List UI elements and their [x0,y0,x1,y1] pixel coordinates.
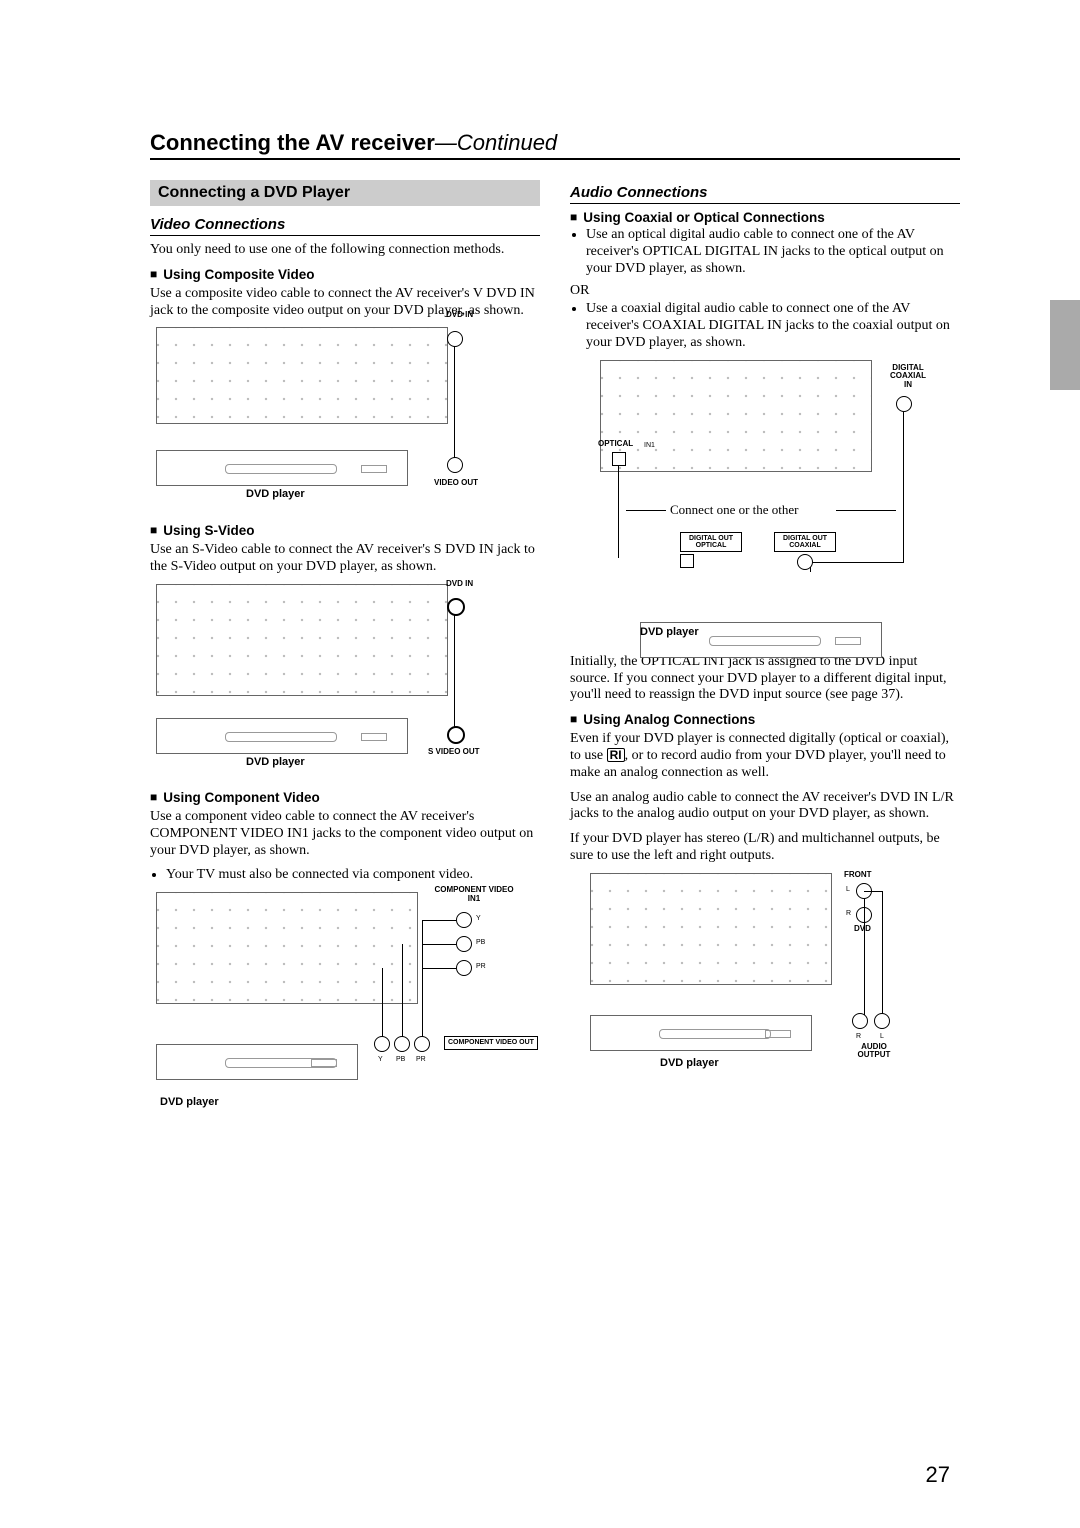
label-dvd: DVD [854,925,871,933]
label-dvd-in-2: DVD IN [446,580,473,588]
caption-dvd-player-1: DVD player [246,488,540,500]
label-in1: IN1 [644,442,655,449]
analog-p1: Even if your DVD player is connected dig… [570,731,960,781]
analog-p3: If your DVD player has stereo (L/R) and … [570,831,960,865]
dvd-player-box [590,1015,812,1051]
caption-dvd-player-5: DVD player [660,1057,960,1069]
label-audio-output: AUDIO OUTPUT [854,1043,894,1060]
heading-composite-video: Using Composite Video [150,267,540,282]
caption-dvd-player-2: DVD player [246,756,540,768]
title-main: Connecting the AV receiver [150,130,435,155]
label-component-in1: COMPONENT VIDEO IN1 [434,886,514,903]
label-front: FRONT [844,871,872,879]
dvd-player-box [156,450,408,486]
analog-p2: Use an analog audio cable to connect the… [570,790,960,824]
diagram-analog: FRONT L R DVD R L AUDIO OUTPUT DVD playe… [590,873,960,1083]
caption-dvd-player-3: DVD player [160,1096,540,1108]
label-digital-coax-in: DIGITAL COAXIAL IN [888,364,928,389]
composite-body: Use a composite video cable to connect t… [150,286,540,320]
label-svideo-out: S VIDEO OUT [428,748,480,756]
initial-para: Initially, the OPTICAL IN1 jack is assig… [570,654,960,704]
ri-icon: RI [607,748,625,762]
component-note: Your TV must also be connected via compo… [166,867,540,884]
video-intro-text: You only need to use one of the followin… [150,242,540,259]
diagram-component: COMPONENT VIDEO IN1 Y PB PR Y PB PR COMP… [156,892,540,1102]
page-content: Connecting the AV receiver—Continued Con… [0,0,1080,1156]
subhead-video-connections: Video Connections [150,216,540,236]
label-video-out: VIDEO OUT [434,479,478,487]
dvd-player-box [156,1044,358,1080]
receiver-illustration [600,360,872,472]
coax-bullet-1: Use an optical digital audio cable to co… [586,227,960,277]
caption-dvd-player-4: DVD player [640,626,699,638]
component-note-list: Your TV must also be connected via compo… [150,867,540,884]
diagram-composite: DVD IN VIDEO OUT DVD player [156,327,540,517]
connect-one-note: Connect one or the other [670,502,799,518]
subhead-audio-connections: Audio Connections [570,184,960,204]
coax-bullet-2: Use a coaxial digital audio cable to con… [586,301,960,351]
diagram-optical-coax: OPTICAL IN1 DIGITAL COAXIAL IN Connect o… [600,360,960,650]
label-digital-out-optical: DIGITAL OUT OPTICAL [680,532,742,553]
heading-s-video: Using S-Video [150,523,540,538]
receiver-illustration [156,584,448,696]
page-number: 27 [926,1462,950,1488]
receiver-illustration [156,892,418,1004]
side-tab-gray [1050,300,1080,390]
label-component-out: COMPONENT VIDEO OUT [444,1036,538,1049]
title-continued: —Continued [435,130,557,155]
heading-analog: Using Analog Connections [570,712,960,727]
label-dvd-in: DVD IN [446,311,473,319]
label-optical: OPTICAL [598,440,633,448]
heading-component-video: Using Component Video [150,790,540,805]
dvd-player-box [156,718,408,754]
receiver-illustration [590,873,832,985]
coax-list-2: Use a coaxial digital audio cable to con… [570,301,960,351]
coax-list: Use an optical digital audio cable to co… [570,227,960,277]
receiver-illustration [156,327,448,424]
diagram-svideo: DVD IN S VIDEO OUT DVD player [156,584,540,784]
svideo-body: Use an S-Video cable to connect the AV r… [150,542,540,576]
chapter-title: Connecting the AV receiver—Continued [150,130,960,160]
right-column: Audio Connections Using Coaxial or Optic… [570,180,960,1106]
heading-coax-optical: Using Coaxial or Optical Connections [570,210,960,225]
section-banner-dvd: Connecting a DVD Player [150,180,540,206]
or-text: OR [570,283,960,299]
component-body: Use a component video cable to connect t… [150,809,540,859]
label-digital-out-coax: DIGITAL OUT COAXIAL [774,532,836,553]
left-column: Connecting a DVD Player Video Connection… [150,180,540,1106]
